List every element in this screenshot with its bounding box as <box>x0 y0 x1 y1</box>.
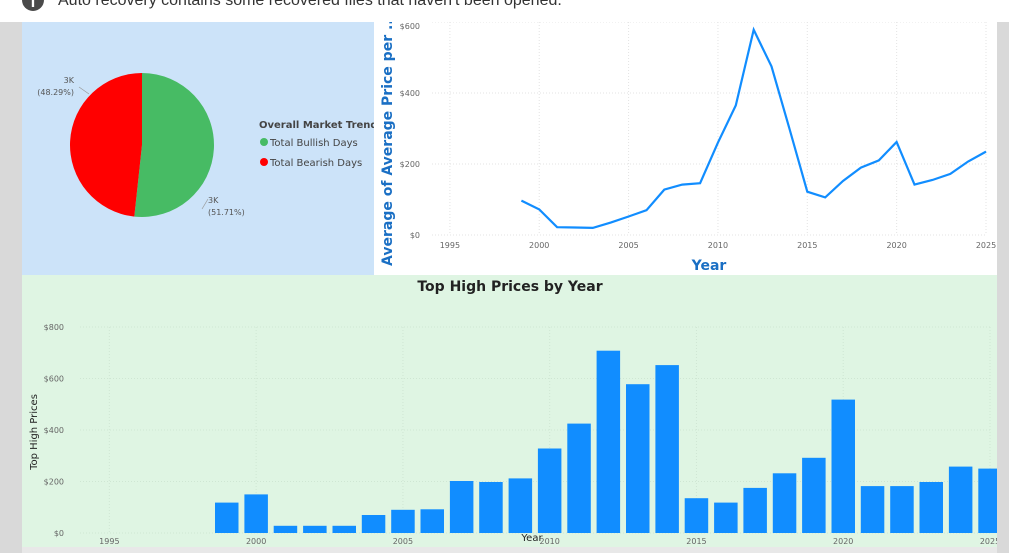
bar-2009[interactable] <box>508 478 533 533</box>
bar-chart: Top High Prices by Year $0 $200 $400 $600 $8… <box>29 279 1002 546</box>
right-scrollbar[interactable] <box>997 22 1009 553</box>
bar-2007[interactable] <box>449 481 474 533</box>
bar-2019[interactable] <box>802 457 826 533</box>
legend-marker-bullish[interactable] <box>260 138 268 146</box>
pie-chart: 3K (51.71%) 3K (48.29%) Overall Market T… <box>37 73 378 217</box>
bar-x-tick-label: 1995 <box>99 537 119 546</box>
legend-marker-bearish[interactable] <box>260 158 268 166</box>
report-canvas: 3K (51.71%) 3K (48.29%) Overall Market T… <box>22 14 1002 547</box>
bar-y-tick-label: $800 <box>44 323 64 332</box>
bar-y-tick-label: $0 <box>54 529 64 538</box>
line-series[interactable] <box>520 26 987 230</box>
line-y-tick-label: $200 <box>400 160 420 169</box>
line-x-tick-label: 2015 <box>797 241 817 250</box>
bar-2025[interactable] <box>978 468 1002 533</box>
bar-x-axis-title: Year <box>520 533 543 544</box>
bar-2023[interactable] <box>919 482 944 533</box>
line-visual[interactable]: $0 $200 $400 $600 1995 2000 2005 2010 2015 2020 2… <box>374 14 997 275</box>
bar-2018[interactable] <box>772 473 797 533</box>
data-label-bearish-pct: (48.29%) <box>37 88 74 97</box>
line-y-tick-label: $600 <box>400 22 420 31</box>
info-icon: i <box>22 0 44 11</box>
line-x-tick-label: 2005 <box>618 241 638 250</box>
bar-x-tick-label: 2020 <box>833 537 853 546</box>
bar-visual[interactable]: Top High Prices by Year $0 $200 $400 $600 $8… <box>22 275 1002 547</box>
bar-y-tick-label: $200 <box>44 478 64 487</box>
bar-2001[interactable] <box>273 525 298 533</box>
legend-title: Overall Market Trend <box>259 120 374 131</box>
bar-2013[interactable] <box>626 384 650 533</box>
data-label-bullish-value: 3K <box>208 196 219 205</box>
line-x-tick-label: 2000 <box>529 241 549 250</box>
bar-2022[interactable] <box>890 486 914 533</box>
bar-y-tick-label: $400 <box>44 426 64 435</box>
bar-1999[interactable] <box>215 502 239 533</box>
line-chart: $0 $200 $400 $600 1995 2000 2005 2010 2015 2020 2… <box>380 14 996 274</box>
bar-2006[interactable] <box>420 509 445 533</box>
pie-slice-bullish[interactable] <box>134 73 214 217</box>
bar-2016[interactable] <box>714 502 738 533</box>
notification-bar: i Auto recovery contains some recovered … <box>0 0 1009 23</box>
leader-line-bearish <box>78 86 90 95</box>
bar-x-tick-label: 2025 <box>980 537 997 546</box>
bar-2014[interactable] <box>655 365 679 533</box>
bar-y-tick-label: $600 <box>44 375 64 384</box>
legend-item-bearish[interactable]: Total Bearish Days <box>269 158 362 169</box>
bar-2010[interactable] <box>537 448 562 534</box>
bar-2011[interactable] <box>567 423 591 533</box>
line-y-tick-label: $0 <box>410 231 420 240</box>
bar-chart-title: Top High Prices by Year <box>417 279 602 295</box>
bar-x-tick-label: 2010 <box>539 537 559 546</box>
line-x-tick-label: 2010 <box>708 241 728 250</box>
pie-slice-bearish[interactable] <box>69 73 142 217</box>
bar-2005[interactable] <box>391 509 415 533</box>
data-label-bullish-pct: (51.71%) <box>208 208 245 217</box>
line-x-tick-label: 2020 <box>886 241 906 250</box>
bar-2000[interactable] <box>244 494 268 533</box>
pie-visual[interactable]: 3K (51.71%) 3K (48.29%) Overall Market T… <box>22 22 378 275</box>
bar-x-tick-label: 2000 <box>246 537 266 546</box>
bar-2003[interactable] <box>332 525 357 533</box>
line-y-axis-title: Average of Average Price per ... <box>380 22 396 266</box>
bar-2015[interactable] <box>684 498 709 533</box>
bar-2004[interactable] <box>361 515 386 533</box>
bar-x-tick-label: 2015 <box>686 537 706 546</box>
line-x-tick-label: 1995 <box>440 241 460 250</box>
bar-2017[interactable] <box>743 487 767 533</box>
leader-line-bullish <box>201 198 209 210</box>
bar-x-tick-label: 2005 <box>393 537 413 546</box>
bar-2021[interactable] <box>860 486 885 533</box>
bar-2002[interactable] <box>303 525 327 533</box>
bar-2020[interactable] <box>831 399 856 533</box>
data-label-bearish-value: 3K <box>64 76 75 85</box>
line-x-tick-label: 2025 <box>976 241 996 250</box>
left-gutter <box>0 22 22 553</box>
notification-text: Auto recovery contains some recovered fi… <box>58 0 562 9</box>
legend-item-bullish[interactable]: Total Bullish Days <box>269 138 358 149</box>
bar-2008[interactable] <box>479 482 503 533</box>
line-y-tick-label: $400 <box>400 89 420 98</box>
line-x-axis-title: Year <box>691 258 727 274</box>
bar-y-axis-title: Top High Prices <box>29 394 40 471</box>
bar-2012[interactable] <box>596 350 621 533</box>
bar-2024[interactable] <box>948 466 973 533</box>
